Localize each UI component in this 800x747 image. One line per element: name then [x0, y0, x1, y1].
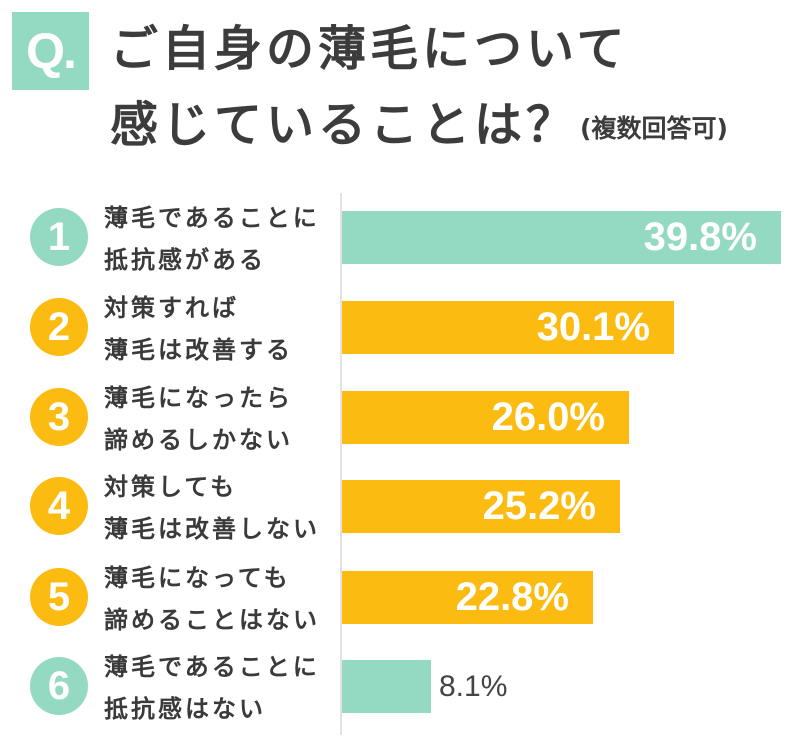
- bar: [342, 660, 431, 713]
- chart-row: 1 薄毛であることに 抵抗感がある 39.8%: [0, 192, 800, 282]
- category-label-line1: 対策すれば: [104, 294, 239, 322]
- question-badge: Q.: [12, 12, 89, 90]
- bar-value-label: 39.8%: [643, 215, 757, 259]
- bar-value-label: 8.1%: [439, 670, 508, 703]
- bar: 30.1%: [342, 301, 674, 354]
- chart-row: 4 対策しても薄毛は改善しない 25.2%: [0, 461, 800, 551]
- bar: 22.8%: [342, 571, 593, 624]
- bar-value-label: 30.1%: [536, 305, 650, 349]
- title-line-2: 感じていることは？(複数回答可): [110, 94, 728, 160]
- chart-row: 5 薄毛になっても諦めることはない 22.8%: [0, 552, 800, 642]
- chart-row: 6 薄毛であることに 抵抗感はない 8.1%: [0, 641, 800, 731]
- rank-number-badge: 4: [30, 477, 88, 535]
- category-label-line1: 薄毛になったら: [104, 384, 293, 412]
- multiple-answer-note: (複数回答可): [580, 114, 728, 143]
- category-label-line1: 薄毛になっても: [104, 564, 291, 592]
- bar-value-label: 26.0%: [491, 395, 605, 439]
- title-line-1: ご自身の薄毛について: [110, 21, 629, 77]
- bar-value-label: 22.8%: [455, 575, 569, 619]
- chart-row: 3 薄毛になったら 諦めるしかない 26.0%: [0, 372, 800, 462]
- category-label-line2: 薄毛は改善する: [104, 336, 293, 364]
- category-label-line2: 抵抗感はない: [104, 695, 266, 723]
- bar: 26.0%: [342, 391, 629, 444]
- rank-number-badge: 5: [30, 568, 88, 626]
- bar-value-label: 25.2%: [482, 484, 596, 528]
- category-label-line2: 諦めることはない: [104, 606, 320, 634]
- bar: 39.8%: [342, 211, 781, 264]
- category-label-line2: 諦めるしかない: [104, 426, 293, 454]
- rank-number-badge: 6: [30, 657, 88, 715]
- chart-row: 2 対策すれば薄毛は改善する 30.1%: [0, 282, 800, 372]
- category-label-line1: 対策しても: [104, 473, 238, 501]
- rank-number-badge: 1: [30, 208, 88, 266]
- rank-number-badge: 3: [30, 388, 88, 446]
- rank-number-badge: 2: [30, 298, 88, 356]
- category-label-line1: 薄毛であることに: [104, 653, 320, 681]
- title-text: 感じていることは？: [110, 97, 579, 153]
- category-label-line1: 薄毛であることに: [104, 204, 320, 232]
- category-label-line2: 抵抗感がある: [104, 246, 266, 274]
- bar: 25.2%: [342, 480, 620, 533]
- chart-axis-line: [340, 193, 342, 735]
- category-label-line2: 薄毛は改善しない: [104, 515, 320, 543]
